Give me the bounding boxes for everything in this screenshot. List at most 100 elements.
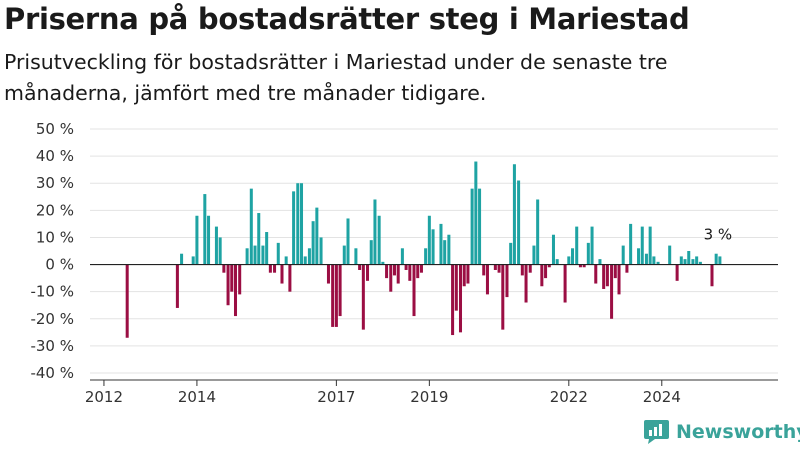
- bar: [501, 264, 505, 330]
- bar: [625, 264, 629, 273]
- bar: [319, 237, 323, 265]
- bar: [613, 264, 617, 279]
- bar: [195, 215, 199, 265]
- bar: [307, 248, 311, 265]
- bar: [439, 223, 443, 265]
- bar: [547, 264, 551, 268]
- bar: [683, 259, 687, 265]
- bar: [249, 188, 253, 265]
- y-tick-label: 50 %: [36, 120, 74, 138]
- bar: [377, 215, 381, 265]
- bar: [346, 218, 350, 265]
- bar: [276, 242, 280, 265]
- bar: [656, 261, 660, 265]
- x-tick-label: 2014: [178, 388, 216, 406]
- bar: [462, 264, 466, 287]
- bar: [315, 207, 319, 265]
- bar: [698, 261, 702, 265]
- bar: [342, 245, 346, 265]
- newsworthy-logo: Newsworthy: [643, 418, 800, 445]
- bar: [485, 264, 489, 295]
- x-tick-label: 2017: [317, 388, 355, 406]
- bar: [358, 264, 362, 270]
- bar: [575, 226, 579, 265]
- bar: [451, 264, 455, 336]
- bar: [396, 264, 400, 284]
- bar: [326, 264, 330, 284]
- bar: [273, 264, 277, 273]
- bar: [578, 264, 582, 268]
- x-tick-label: 2024: [643, 388, 681, 406]
- bar: [652, 256, 656, 265]
- bar: [563, 264, 567, 303]
- y-tick-label: 30 %: [36, 174, 74, 192]
- bar: [443, 240, 447, 265]
- bar: [311, 221, 315, 265]
- bar: [590, 226, 594, 265]
- bar: [226, 264, 230, 306]
- bar: [424, 248, 428, 265]
- bar: [284, 256, 288, 265]
- bar: [478, 188, 482, 265]
- chart-title: Priserna på bostadsrätter steg i Mariest…: [4, 2, 690, 36]
- bar: [505, 264, 509, 298]
- bar: [687, 251, 691, 265]
- bar: [691, 259, 695, 265]
- bar: [303, 256, 307, 265]
- y-tick-label: -20 %: [30, 310, 74, 328]
- bar: [296, 183, 300, 265]
- bar: [419, 264, 423, 273]
- y-tick-label: -30 %: [30, 337, 74, 355]
- bar: [361, 264, 365, 330]
- bar: [536, 199, 540, 265]
- bar: [245, 248, 249, 265]
- bar: [520, 264, 524, 276]
- bar: [571, 248, 575, 265]
- bar: [334, 264, 338, 327]
- bar: [257, 213, 261, 265]
- bar: [509, 242, 513, 265]
- bar: [180, 253, 184, 265]
- bar: [268, 264, 272, 273]
- bar: [354, 248, 358, 265]
- bar: [586, 242, 590, 265]
- y-tick-label: 0 %: [45, 256, 74, 274]
- annotations: 3 %: [704, 225, 733, 243]
- bar: [233, 264, 238, 317]
- bar: [644, 253, 648, 265]
- bar: [292, 191, 296, 265]
- bar: [551, 234, 555, 265]
- bar: [218, 237, 222, 265]
- bar: [412, 264, 416, 317]
- bar: [331, 264, 335, 327]
- y-tick-label: 10 %: [36, 228, 74, 246]
- bar: [125, 264, 129, 338]
- bar: [454, 264, 458, 311]
- bar: [431, 229, 435, 265]
- y-tick-label: 40 %: [36, 147, 74, 165]
- bar: [637, 248, 641, 265]
- bar-series: [125, 161, 722, 338]
- bar: [238, 264, 242, 295]
- y-tick-label: -10 %: [30, 283, 74, 301]
- latest-value-label: 3 %: [704, 225, 733, 243]
- bar: [710, 264, 714, 287]
- bar: [338, 264, 342, 317]
- bar: [470, 188, 474, 265]
- bar: [191, 256, 195, 265]
- bar: [230, 264, 234, 292]
- bar: [617, 264, 621, 295]
- bar: [385, 264, 389, 279]
- bar: [528, 264, 532, 273]
- bar: [214, 226, 218, 265]
- bar: [261, 245, 265, 265]
- bar: [540, 264, 544, 287]
- y-axis-tick-labels: -40 % -30 % -20 % -10 % 0 % 10 % 20 % 30 % 40 % 5…: [30, 120, 74, 382]
- x-tick-label: 2022: [550, 388, 588, 406]
- bar: [524, 264, 528, 303]
- bar: [416, 264, 420, 279]
- bar: [594, 264, 598, 284]
- bar: [493, 264, 497, 270]
- bar: [621, 245, 625, 265]
